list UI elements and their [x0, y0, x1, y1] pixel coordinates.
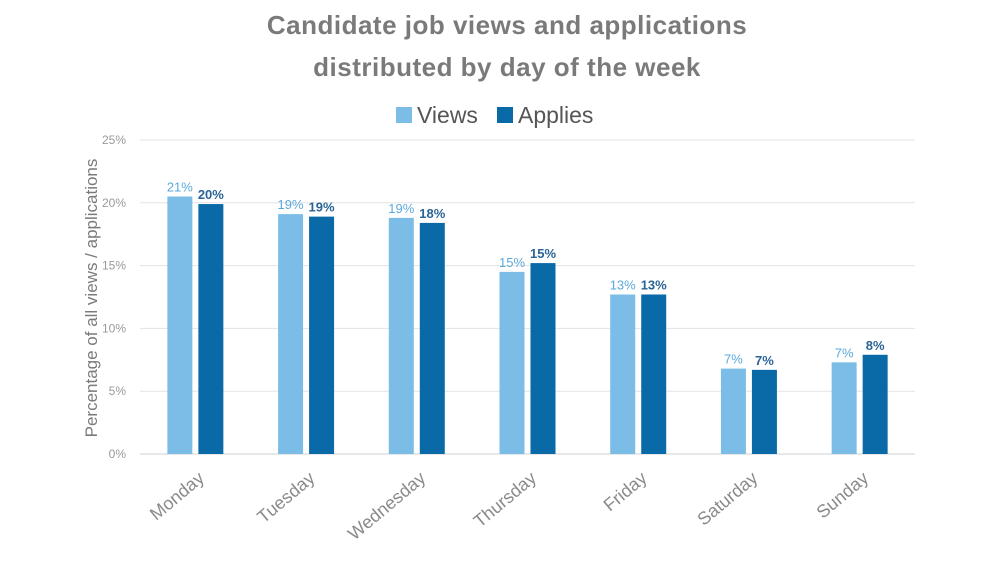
- gridlines: [140, 139, 915, 455]
- data-label-applies: 18%: [419, 206, 445, 221]
- data-label-applies: 7%: [755, 353, 774, 368]
- y-axis-ticks: 0% 5% 10% 15% 20% 25%: [102, 133, 126, 461]
- x-axis-ticks: Monday Tuesday Wednesday Thursday Friday Satu…: [146, 468, 872, 544]
- y-tick-label: 5%: [109, 384, 127, 398]
- data-label-applies: 15%: [530, 246, 556, 261]
- bar-applies-thursday: [530, 263, 556, 454]
- legend-label-applies: Applies: [518, 102, 593, 128]
- x-tick-label: Tuesday: [253, 468, 318, 527]
- bar-applies-monday: [198, 204, 224, 454]
- bars: [167, 196, 888, 454]
- data-label-views: 13%: [610, 277, 636, 292]
- data-label-applies: 8%: [866, 338, 885, 353]
- chart-title: Candidate job views and applications dis…: [267, 10, 747, 82]
- y-axis-label: Percentage of all views / applications: [82, 159, 101, 438]
- data-label-applies: 20%: [198, 187, 224, 202]
- legend-swatch-applies: [497, 107, 513, 123]
- data-label-views: 19%: [388, 201, 414, 216]
- legend-label-views: Views: [417, 102, 478, 128]
- bar-views-thursday: [499, 271, 525, 454]
- bar-applies-saturday: [751, 369, 777, 454]
- bar-views-monday: [167, 196, 193, 454]
- data-label-views: 7%: [835, 345, 854, 360]
- bar-applies-wednesday: [419, 222, 445, 454]
- bar-views-tuesday: [278, 214, 304, 454]
- y-tick-label: 15%: [102, 259, 126, 273]
- bar-applies-sunday: [862, 354, 888, 454]
- x-tick-label: Monday: [146, 468, 208, 524]
- y-tick-label: 20%: [102, 196, 126, 210]
- bar-views-wednesday: [388, 217, 414, 454]
- x-tick-label: Thursday: [470, 468, 540, 532]
- data-labels: 21% 20% 19% 19% 19% 18% 15% 15% 13% 13% 7% 7% 7% 8%: [167, 180, 885, 368]
- bar-applies-tuesday: [309, 216, 335, 454]
- y-tick-label: 0%: [109, 447, 127, 461]
- bar-applies-friday: [641, 294, 667, 454]
- legend-swatch-views: [396, 107, 412, 123]
- data-label-views: 15%: [499, 255, 525, 270]
- data-label-views: 21%: [167, 180, 193, 195]
- chart-title-line-2: distributed by day of the week: [313, 52, 701, 82]
- x-tick-label: Sunday: [813, 468, 873, 523]
- data-label-views: 19%: [278, 197, 304, 212]
- x-tick-label: Friday: [600, 468, 651, 515]
- chart-title-line-1: Candidate job views and applications: [267, 10, 747, 40]
- x-tick-label: Saturday: [693, 468, 761, 530]
- bar-views-saturday: [720, 368, 746, 454]
- y-tick-label: 10%: [102, 321, 126, 335]
- data-label-applies: 13%: [641, 277, 667, 292]
- bar-views-friday: [610, 294, 636, 454]
- y-tick-label: 25%: [102, 133, 126, 147]
- data-label-views: 7%: [724, 352, 743, 367]
- legend: Views Applies: [396, 102, 593, 128]
- bar-views-sunday: [831, 362, 857, 454]
- data-label-applies: 19%: [309, 200, 335, 215]
- x-tick-label: Wednesday: [344, 468, 429, 544]
